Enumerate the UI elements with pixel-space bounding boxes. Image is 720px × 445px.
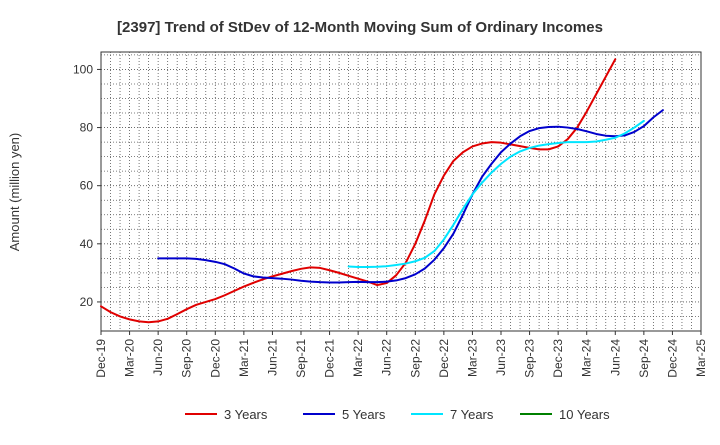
x-axis-ticks: Dec-19 Mar-20 Jun-20 Sep-20 Dec-20 Mar-21 Jun-… bbox=[94, 331, 708, 378]
y-tick-label: 20 bbox=[80, 295, 94, 309]
x-tick-label: Jun-24 bbox=[608, 339, 622, 376]
y-axis-label: Amount (million yen) bbox=[7, 133, 22, 252]
y-tick-label: 100 bbox=[73, 62, 93, 76]
x-tick-label: Mar-22 bbox=[351, 339, 365, 377]
legend-label-10-years: 10 Years bbox=[559, 407, 610, 422]
legend-label-7-years: 7 Years bbox=[450, 407, 494, 422]
x-tick-label: Mar-23 bbox=[465, 339, 479, 377]
chart-title: [2397] Trend of StDev of 12-Month Moving… bbox=[117, 19, 603, 36]
x-tick-label: Dec-24 bbox=[665, 339, 679, 378]
series-lines bbox=[100, 58, 664, 324]
x-tick-label: Mar-20 bbox=[123, 339, 137, 377]
y-tick-label: 80 bbox=[80, 121, 94, 135]
x-tick-label: Jun-20 bbox=[151, 339, 165, 376]
plot-area bbox=[100, 51, 702, 332]
series-line-7-years bbox=[347, 119, 645, 269]
x-tick-label: Jun-21 bbox=[265, 339, 279, 376]
x-tick-label: Sep-20 bbox=[180, 339, 194, 378]
legend-label-3-years: 3 Years bbox=[224, 407, 268, 422]
legend-label-5-years: 5 Years bbox=[342, 407, 386, 422]
y-tick-label: 40 bbox=[80, 237, 94, 251]
plot-frame bbox=[100, 51, 702, 332]
x-tick-label: Dec-22 bbox=[437, 339, 451, 378]
x-tick-label: Mar-25 bbox=[694, 339, 708, 377]
y-axis-ticks: 20 40 60 80 100 bbox=[73, 62, 101, 309]
x-tick-label: Dec-23 bbox=[551, 339, 565, 378]
y-tick-label: 60 bbox=[80, 179, 94, 193]
x-tick-label: Mar-21 bbox=[237, 339, 251, 377]
x-tick-label: Jun-23 bbox=[494, 339, 508, 376]
x-tick-label: Sep-22 bbox=[408, 339, 422, 378]
x-tick-label: Jun-22 bbox=[380, 339, 394, 376]
x-tick-label: Sep-21 bbox=[294, 339, 308, 378]
legend: 3 Years 5 Years 7 Years 10 Years bbox=[185, 407, 610, 422]
x-tick-label: Dec-20 bbox=[208, 339, 222, 378]
x-tick-label: Dec-19 bbox=[94, 339, 108, 378]
x-tick-label: Sep-24 bbox=[637, 339, 651, 378]
x-tick-label: Mar-24 bbox=[580, 339, 594, 377]
series-line-5-years bbox=[157, 109, 664, 284]
x-tick-label: Dec-21 bbox=[323, 339, 337, 378]
x-tick-label: Sep-23 bbox=[523, 339, 537, 378]
